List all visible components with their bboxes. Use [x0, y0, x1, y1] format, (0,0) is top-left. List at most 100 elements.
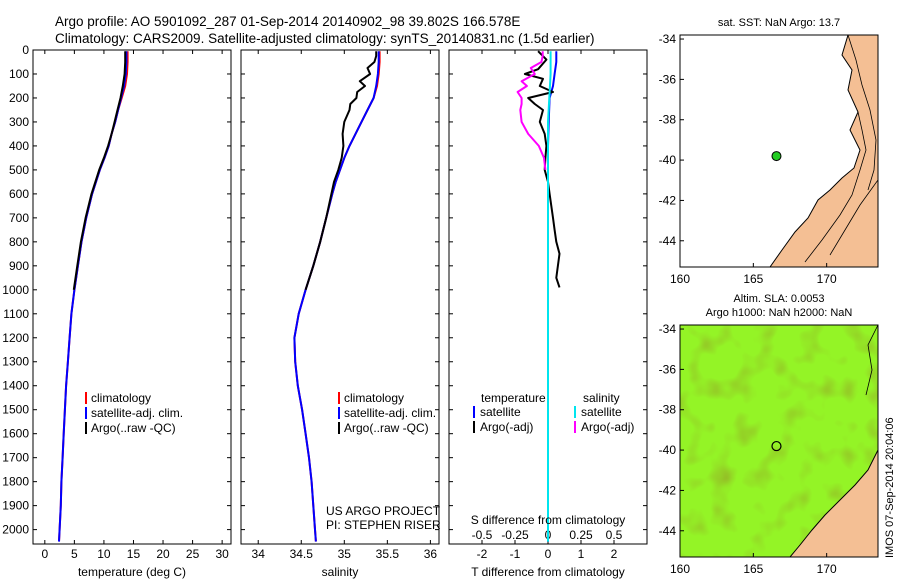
depth-tick-label: 700 — [9, 211, 29, 225]
depth-tick-label: 1100 — [3, 307, 29, 321]
sst-map-axes: 160 165 170 -34 -36 -38 -40 -42 -44 — [659, 32, 837, 286]
x-tick-label: 34 — [252, 547, 266, 561]
header-line1: Argo profile: AO 5901092_287 01-Sep-2014… — [55, 14, 520, 29]
x-tick-label: 2 — [611, 547, 618, 561]
depth-tick-label: 900 — [9, 259, 29, 273]
x2-tick-label: 0.25 — [569, 528, 593, 542]
salinity-axes-frame — [240, 49, 440, 545]
map-y-tick-label: -42 — [659, 193, 677, 207]
argo-float-marker — [771, 440, 782, 452]
salinity-depth-ticks — [241, 49, 439, 531]
x-tick-label: 20 — [156, 547, 170, 561]
series-line-argo-raw-qc- — [304, 51, 378, 291]
header-line2: Climatology: CARS2009. Satellite-adjuste… — [55, 31, 595, 46]
map-y-tick-label: -34 — [659, 322, 677, 336]
s-difference-xlabel: S difference from climatology — [471, 513, 626, 527]
depth-tick-label: 1900 — [2, 499, 29, 513]
salinity-xlabel: salinity — [322, 565, 359, 579]
map-x-tick-label: 165 — [743, 562, 763, 576]
depth-tick-label: 100 — [9, 67, 29, 81]
series-line-temperature-satellite — [547, 51, 558, 542]
map-x-tick-label: 160 — [670, 272, 690, 286]
series-line-salinity-satellite — [547, 51, 552, 542]
map-y-tick-label: -38 — [659, 403, 677, 417]
depth-tick-label: 1700 — [2, 451, 29, 465]
x-tick-label: 35 — [338, 547, 352, 561]
map-y-tick-label: -36 — [659, 362, 677, 376]
salinity-x-axis: 34 34.5 35 35.5 36 — [252, 50, 438, 561]
map-x-tick-label: 170 — [817, 562, 837, 576]
depth-tick-label: 2000 — [2, 523, 29, 537]
legend-label-s-argo: Argo(-adj) — [581, 420, 634, 434]
map-y-tick-label: -44 — [659, 524, 677, 538]
x-tick-label: 10 — [97, 547, 111, 561]
legend-label-s-satellite: satellite — [581, 405, 622, 419]
depth-tick-label: 500 — [9, 163, 29, 177]
t-difference-xlabel: T difference from climatology — [471, 565, 625, 579]
x-tick-label: 0 — [545, 547, 552, 561]
x-tick-label: 0 — [41, 547, 48, 561]
x2-tick-label: 0.5 — [606, 528, 623, 542]
x-tick-label: 1 — [578, 547, 585, 561]
x2-tick-label: -0.5 — [472, 528, 493, 542]
series-line-climatology — [293, 51, 381, 542]
map-y-tick-label: -42 — [659, 483, 677, 497]
argo-float-marker — [771, 151, 782, 162]
series-line-salinity-argo-adj- — [516, 51, 547, 171]
sla-heatmap — [680, 325, 878, 557]
difference-lines — [516, 50, 561, 542]
depth-tick-label: 400 — [9, 139, 29, 153]
sla-map: Altim. SLA: 0.0053 Argo h1000: NaN h2000… — [659, 293, 879, 576]
legend-label-satellite: satellite-adj. clim. — [91, 406, 183, 420]
t-difference-x-axis: -2 -1 0 1 2 — [477, 50, 618, 561]
temperature-lines — [58, 51, 129, 542]
sst-map-title: sat. SST: NaN Argo: 13.7 — [718, 17, 840, 29]
legend-label-climatology: climatology — [344, 391, 404, 405]
map-y-tick-label: -36 — [659, 72, 677, 86]
series-line-climatology — [58, 51, 129, 542]
depth-tick-label: 800 — [9, 235, 29, 249]
sla-map-frame — [679, 324, 879, 558]
temperature-panel: 0100200300400500600700800900100011001200… — [2, 43, 232, 579]
difference-panel: -2 -1 0 1 2 -0.5 -0.25 0 0.25 0.5 T difference f… — [448, 49, 648, 579]
sst-map-frame — [679, 34, 879, 268]
depth-axis: 0 100 200 300 400 500 600 700 800 900 1000 1100 1200… — [2, 43, 231, 537]
x-tick-label: 25 — [186, 547, 200, 561]
difference-depth-ticks — [449, 49, 647, 531]
legend-label-satellite: satellite-adj. clim. — [344, 406, 436, 420]
depth-tick-label: 600 — [9, 187, 29, 201]
difference-legend: temperature salinity satellite Argo(-adj… — [473, 391, 634, 434]
depth-tick-label: 1300 — [2, 355, 29, 369]
temperature-xlabel: temperature (deg C) — [78, 565, 186, 579]
legend-label-argo: Argo(..raw -QC) — [91, 421, 176, 435]
x-tick-label: -1 — [510, 547, 521, 561]
temperature-legend: climatology satellite-adj. clim. Argo(..… — [85, 391, 183, 435]
depth-tick-label: 300 — [9, 115, 29, 129]
x-tick-label: 5 — [71, 547, 78, 561]
map-x-tick-label: 170 — [817, 272, 837, 286]
map-y-tick-label: -44 — [659, 234, 677, 248]
x-tick-label: 15 — [127, 547, 141, 561]
depth-tick-label: 0 — [22, 43, 29, 57]
legend-header-salinity: salinity — [583, 391, 620, 405]
sla-map-axes: 160 165 170 -34 -36 -38 -40 -42 -44 — [659, 322, 837, 576]
x-tick-label: -2 — [477, 547, 488, 561]
map-y-tick-label: -40 — [659, 443, 677, 457]
series-line-satellite-adj-clim- — [293, 51, 380, 542]
pi-credit: PI: STEPHEN RISER — [326, 518, 441, 532]
legend-label-climatology: climatology — [91, 391, 151, 405]
sla-map-title-line1: Altim. SLA: 0.0053 — [733, 293, 824, 305]
x2-tick-label: -0.25 — [501, 528, 529, 542]
salinity-lines — [293, 51, 381, 542]
sst-map: sat. SST: NaN Argo: 13.7 160 165 170 -34 -36… — [659, 17, 879, 286]
depth-tick-label: 1800 — [2, 475, 29, 489]
depth-tick-label: 1200 — [2, 331, 29, 345]
x-tick-label: 30 — [215, 547, 229, 561]
temperature-x-axis: 0 5 10 15 20 25 30 — [41, 50, 229, 561]
series-line-argo-raw-qc- — [72, 51, 127, 290]
series-line-satellite-adj-clim- — [58, 51, 128, 542]
depth-tick-label: 1000 — [2, 283, 29, 297]
x-tick-label: 36 — [424, 547, 438, 561]
legend-label-t-argo: Argo(-adj) — [480, 420, 533, 434]
x-tick-label: 34.5 — [290, 547, 314, 561]
